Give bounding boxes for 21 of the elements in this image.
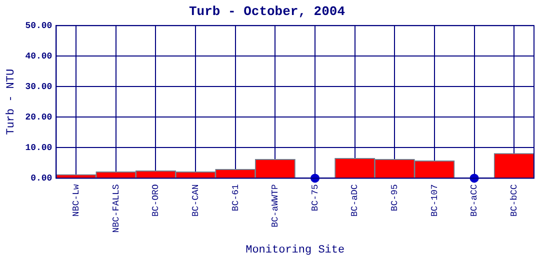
- x-tick-label: NBC-Lw: [72, 184, 82, 217]
- x-tick-label: BC-aDC: [350, 184, 360, 217]
- x-tick-label: BC-bCC: [509, 184, 520, 217]
- x-axis-title: Monitoring Site: [246, 244, 345, 256]
- y-tick-label: 20.00: [25, 112, 52, 122]
- y-tick-label: 30.00: [25, 82, 52, 92]
- x-tick-label: BC-ORO: [151, 184, 162, 217]
- x-tick-label: BC-95: [390, 184, 400, 212]
- x-tick-label: NBC-FALLS: [111, 184, 122, 233]
- x-tick-label: BC-aCC: [470, 184, 480, 217]
- y-tick-label: 0.00: [30, 173, 52, 184]
- x-tick-label: BC-aWWTP: [270, 184, 281, 228]
- y-tick-label: 40.00: [25, 51, 52, 62]
- chart-title: Turb - October, 2004: [188, 4, 346, 20]
- x-tick-label: BC-61: [230, 184, 241, 212]
- y-axis-title: Turb - NTU: [6, 68, 18, 135]
- x-tick-label: BC-107: [430, 184, 440, 217]
- x-tick-label: BC-75: [310, 184, 320, 212]
- y-tick-label: 10.00: [25, 142, 52, 153]
- x-tick-label: BC-CAN: [190, 184, 201, 217]
- y-tick-label: 50.00: [25, 20, 52, 31]
